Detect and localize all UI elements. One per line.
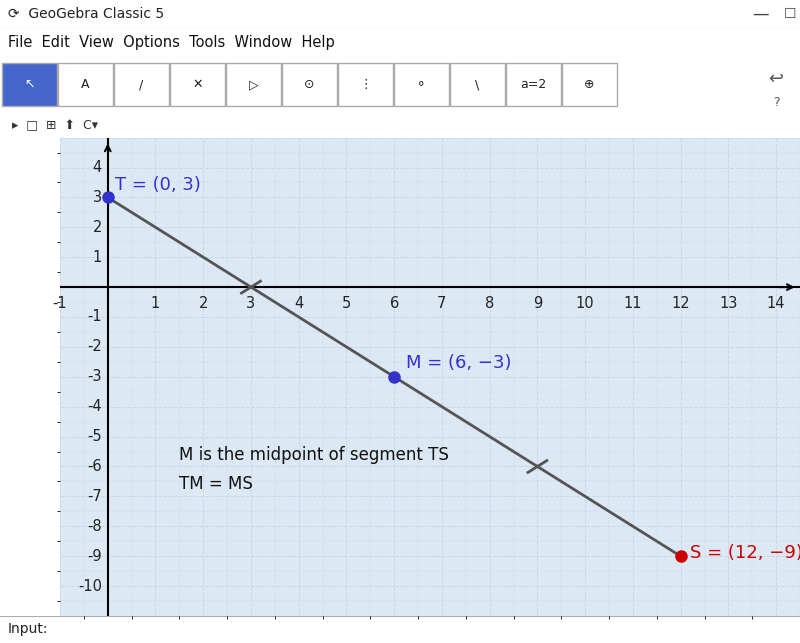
Text: ⟳  GeoGebra Classic 5: ⟳ GeoGebra Classic 5 (8, 7, 164, 21)
Text: 13: 13 (719, 296, 738, 311)
Text: 9: 9 (533, 296, 542, 311)
Text: 2: 2 (93, 220, 102, 235)
Text: -1: -1 (53, 296, 67, 311)
Text: ?: ? (773, 96, 779, 109)
FancyBboxPatch shape (2, 64, 57, 106)
FancyBboxPatch shape (506, 64, 561, 106)
Text: 4: 4 (93, 160, 102, 175)
Text: 8: 8 (485, 296, 494, 311)
FancyBboxPatch shape (170, 64, 225, 106)
Text: 1: 1 (151, 296, 160, 311)
Text: -3: -3 (87, 369, 102, 385)
Text: -6: -6 (87, 459, 102, 474)
FancyBboxPatch shape (226, 64, 281, 106)
Text: T = (0, 3): T = (0, 3) (115, 176, 201, 194)
Text: /: / (139, 78, 144, 91)
Text: -1: -1 (87, 309, 102, 325)
Text: 7: 7 (438, 296, 446, 311)
Text: 14: 14 (767, 296, 786, 311)
Text: 2: 2 (198, 296, 208, 311)
Text: 6: 6 (390, 296, 399, 311)
Text: 5: 5 (342, 296, 351, 311)
Text: -2: -2 (87, 340, 102, 354)
Text: ☐: ☐ (784, 7, 797, 21)
Text: ⊙: ⊙ (304, 78, 315, 91)
Text: ▸  □  ⊞  ⬆  C▾: ▸ □ ⊞ ⬆ C▾ (12, 119, 98, 132)
FancyBboxPatch shape (282, 64, 337, 106)
Text: S = (12, −9): S = (12, −9) (690, 544, 800, 562)
Text: 4: 4 (294, 296, 303, 311)
FancyBboxPatch shape (338, 64, 393, 106)
Text: -9: -9 (87, 548, 102, 564)
FancyBboxPatch shape (562, 64, 617, 106)
Text: ⚬: ⚬ (416, 78, 427, 91)
FancyBboxPatch shape (58, 64, 113, 106)
Text: File  Edit  View  Options  Tools  Window  Help: File Edit View Options Tools Window Help (8, 35, 334, 50)
Text: ↩: ↩ (769, 70, 783, 88)
Text: ⊕: ⊕ (584, 78, 595, 91)
Text: 11: 11 (624, 296, 642, 311)
Text: M is the midpoint of segment TS
TM = MS: M is the midpoint of segment TS TM = MS (179, 446, 450, 493)
Text: ▷: ▷ (249, 78, 258, 91)
Text: ⋮: ⋮ (359, 78, 372, 91)
Text: 10: 10 (576, 296, 594, 311)
FancyBboxPatch shape (114, 64, 169, 106)
Text: 3: 3 (246, 296, 255, 311)
FancyBboxPatch shape (450, 64, 505, 106)
Text: \: \ (475, 78, 480, 91)
Text: a=2: a=2 (521, 78, 546, 91)
FancyBboxPatch shape (394, 64, 449, 106)
Text: Input:: Input: (8, 622, 49, 637)
Text: 3: 3 (93, 190, 102, 205)
Text: -4: -4 (87, 399, 102, 414)
Text: 12: 12 (671, 296, 690, 311)
Text: 1: 1 (93, 249, 102, 265)
Text: -10: -10 (78, 579, 102, 593)
Text: -5: -5 (87, 429, 102, 444)
Text: A: A (82, 78, 90, 91)
Text: ✕: ✕ (192, 78, 203, 91)
Text: -7: -7 (87, 489, 102, 504)
Text: M = (6, −3): M = (6, −3) (406, 354, 512, 372)
Text: -8: -8 (87, 519, 102, 534)
Text: ↖: ↖ (24, 78, 35, 91)
Text: —: — (752, 5, 769, 23)
